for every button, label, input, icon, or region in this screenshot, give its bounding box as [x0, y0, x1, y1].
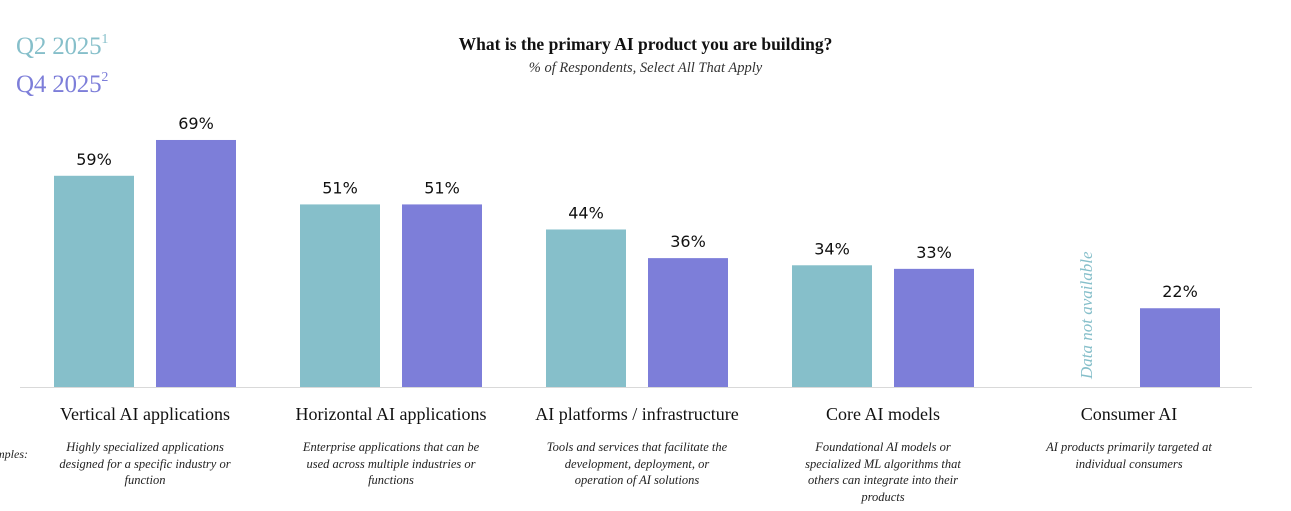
data-label-q2-0: 59%: [76, 150, 112, 169]
legend-q2-footnote: 1: [101, 32, 109, 47]
category-description-2: Tools and services that facilitate the d…: [546, 440, 728, 487]
legend-q4-label: Q4 2025: [16, 71, 102, 98]
category-label-0: Vertical AI applications: [60, 404, 230, 424]
category-description-0: Highly specialized applications designed…: [59, 440, 231, 487]
bar-q4-0: [156, 139, 236, 387]
legend-q4: Q4 20252: [16, 70, 108, 99]
category-description-4: AI products primarily targeted at indivi…: [1046, 440, 1212, 471]
bar-q2-2: [546, 229, 626, 387]
category-label-1: Horizontal AI applications: [295, 404, 487, 424]
category-label-2: AI platforms / infrastructure: [535, 404, 739, 424]
data-label-q4-3: 33%: [916, 243, 952, 262]
category-description-1: Enterprise applications that can be used…: [302, 440, 480, 487]
data-label-q4-1: 51%: [424, 178, 460, 197]
bar-q4-1: [402, 204, 482, 387]
data-label-q4-0: 69%: [178, 114, 214, 133]
data-label-q2-1: 51%: [322, 178, 358, 197]
data-label-q2-2: 44%: [568, 203, 604, 222]
category-label-4: Consumer AI: [1080, 404, 1178, 424]
chart-title: What is the primary AI product you are b…: [458, 34, 833, 54]
bar-q2-3: [792, 265, 872, 387]
bar-q4-4: [1140, 308, 1220, 387]
data-not-available-note: Data not available: [1077, 251, 1096, 380]
bar-chart: 59% 69% 51% 51% 44% 36% 34% 33% Data not availab…: [20, 114, 1252, 388]
bar-q4-2: [648, 258, 728, 387]
bar-q4-3: [894, 268, 974, 387]
category-label-3: Core AI models: [826, 404, 940, 424]
bar-q2-1: [300, 204, 380, 387]
bar-q2-0: [54, 175, 134, 387]
data-label-q2-3: 34%: [814, 239, 850, 258]
chart-subtitle: % of Respondents, Select All That Apply: [528, 60, 763, 76]
category-description-3: Foundational AI models or specialized ML…: [805, 440, 961, 504]
legend-q4-footnote: 2: [101, 70, 109, 85]
data-label-q4-2: 36%: [670, 232, 706, 251]
legend-q2: Q2 20251: [16, 32, 108, 61]
examples-label: mples:: [0, 447, 28, 461]
legend-q2-label: Q2 2025: [16, 33, 102, 60]
data-label-q4-4: 22%: [1162, 282, 1198, 301]
